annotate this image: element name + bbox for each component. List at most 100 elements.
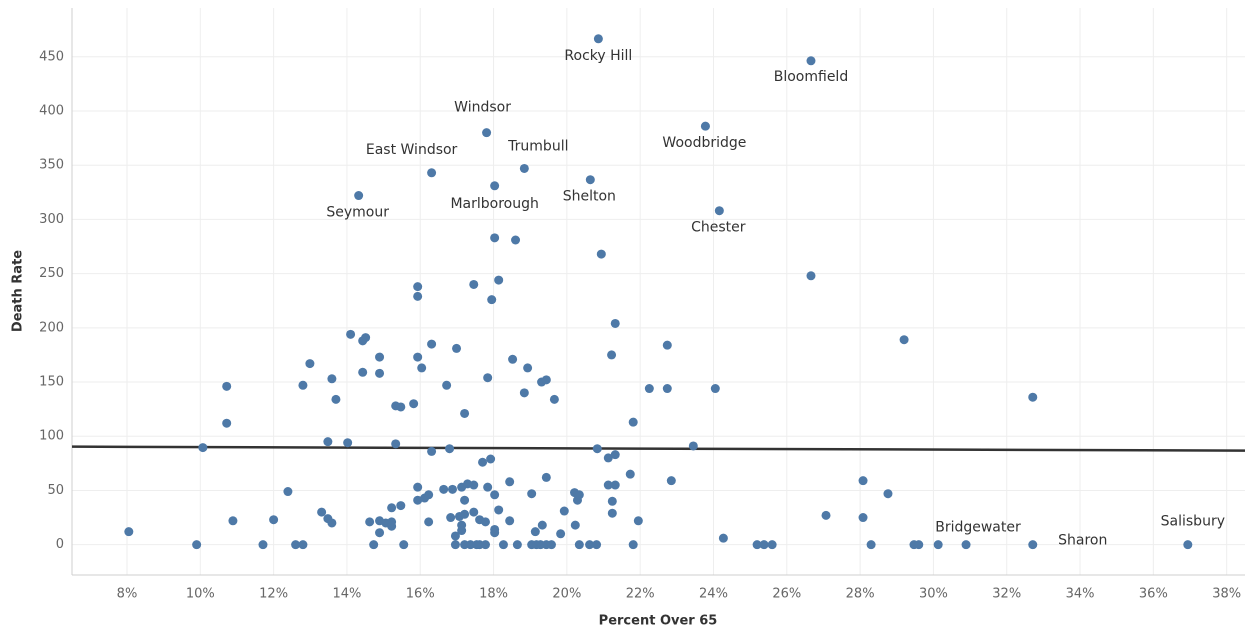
- x-tick-label: 28%: [846, 587, 875, 602]
- y-tick-label: 50: [47, 483, 64, 498]
- point: [806, 56, 816, 66]
- point: [396, 501, 406, 511]
- x-tick-label: 30%: [919, 587, 948, 602]
- point: [662, 384, 672, 394]
- point: [490, 233, 500, 243]
- y-tick-label: 300: [39, 212, 64, 227]
- point: [688, 441, 698, 451]
- point: [445, 444, 455, 454]
- point: [961, 540, 971, 550]
- point: [549, 394, 559, 404]
- point: [399, 540, 409, 550]
- trend-line: [71, 445, 1246, 452]
- point-label: Seymour: [326, 205, 389, 221]
- point: [530, 527, 540, 537]
- point: [512, 540, 522, 550]
- point: [375, 352, 385, 362]
- point: [537, 520, 547, 530]
- point: [574, 490, 584, 500]
- point: [607, 350, 617, 360]
- point: [519, 388, 529, 398]
- point: [413, 495, 423, 505]
- point: [427, 446, 437, 456]
- point: [327, 518, 337, 528]
- point: [439, 484, 449, 494]
- point: [883, 489, 893, 499]
- point: [505, 516, 515, 526]
- point-label: Salisbury: [1161, 514, 1225, 530]
- point-label: Sharon: [1058, 533, 1107, 549]
- point: [858, 513, 868, 523]
- point: [505, 477, 515, 487]
- point: [541, 375, 551, 385]
- point: [628, 540, 638, 550]
- y-tick-label: 450: [39, 49, 64, 64]
- point: [603, 480, 613, 490]
- point: [1183, 540, 1193, 550]
- point: [427, 168, 437, 178]
- point: [452, 343, 462, 353]
- point: [806, 271, 816, 281]
- x-tick-label: 12%: [259, 587, 288, 602]
- point: [198, 443, 208, 453]
- point: [317, 507, 327, 517]
- point: [1028, 540, 1038, 550]
- point: [413, 352, 423, 362]
- point: [460, 495, 470, 505]
- point: [914, 540, 924, 550]
- point: [486, 454, 496, 464]
- point: [662, 340, 672, 350]
- point: [592, 540, 602, 550]
- point: [354, 191, 364, 201]
- y-tick-label: 400: [39, 103, 64, 118]
- point-label: Chester: [691, 220, 746, 236]
- point: [490, 490, 500, 500]
- y-tick-label: 150: [39, 375, 64, 390]
- point: [417, 363, 427, 373]
- point: [644, 384, 654, 394]
- point: [361, 333, 371, 343]
- x-tick-label: 14%: [332, 587, 361, 602]
- point: [446, 513, 456, 523]
- point: [327, 374, 337, 384]
- point: [625, 469, 635, 479]
- point: [899, 335, 909, 345]
- point: [447, 484, 457, 494]
- point: [258, 540, 268, 550]
- x-tick-label: 22%: [626, 587, 655, 602]
- point: [610, 480, 620, 490]
- point-label: Trumbull: [507, 138, 568, 154]
- x-tick-label: 10%: [186, 587, 215, 602]
- point: [469, 507, 479, 517]
- point: [413, 482, 423, 492]
- point: [442, 380, 452, 390]
- point: [574, 540, 584, 550]
- x-axis-title: Percent Over 65: [599, 614, 718, 629]
- y-axis-title: Death Rate: [11, 250, 26, 332]
- point-label: Woodbridge: [662, 135, 746, 151]
- point: [269, 515, 279, 525]
- point: [593, 34, 603, 44]
- point: [375, 528, 385, 538]
- point: [460, 509, 470, 519]
- y-tick-label: 350: [39, 158, 64, 173]
- point: [494, 505, 504, 515]
- point: [424, 490, 434, 500]
- point: [519, 163, 529, 173]
- point: [469, 480, 479, 490]
- point: [933, 540, 943, 550]
- point: [323, 437, 333, 447]
- point: [331, 394, 341, 404]
- point: [494, 275, 504, 285]
- point: [124, 527, 134, 537]
- point: [228, 516, 238, 526]
- point: [759, 540, 769, 550]
- x-tick-label: 20%: [552, 587, 581, 602]
- x-tick-label: 8%: [117, 587, 138, 602]
- point: [508, 354, 518, 364]
- point: [343, 438, 353, 448]
- point: [628, 417, 638, 427]
- point: [396, 402, 406, 412]
- point: [358, 367, 368, 377]
- x-tick-label: 26%: [772, 587, 801, 602]
